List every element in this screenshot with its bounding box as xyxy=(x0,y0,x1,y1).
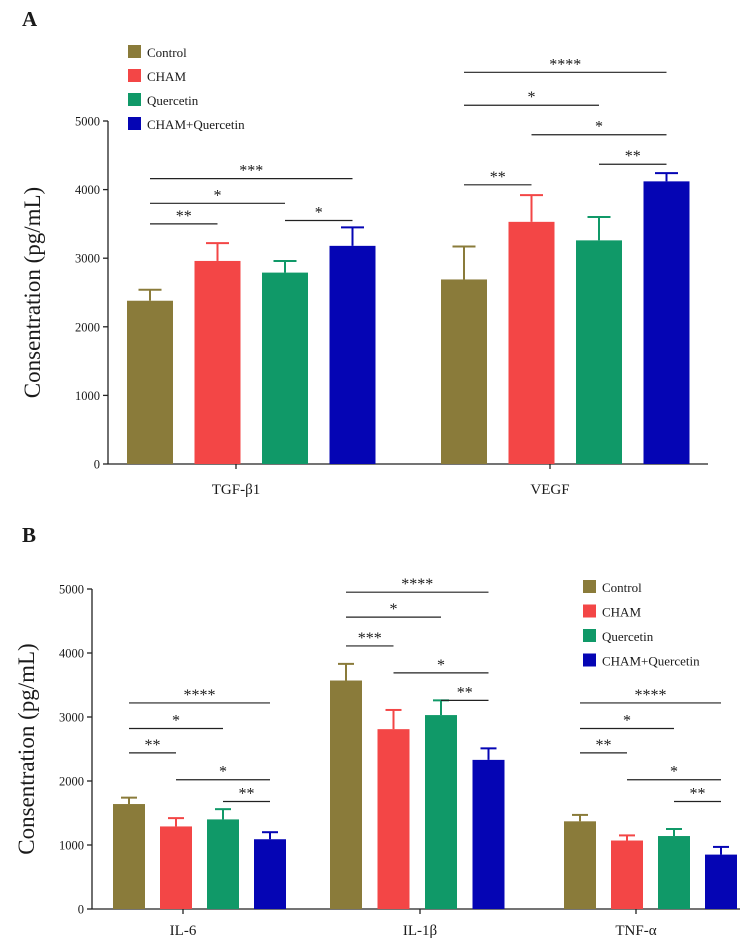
panel-b-significance-label: ** xyxy=(239,785,255,802)
panel-b-significance-label: * xyxy=(219,764,227,781)
panel-b-bar-tnf-alpha-quercetin xyxy=(658,836,690,909)
panel-a-bar-tgf-beta1-quercetin xyxy=(262,272,308,464)
panel-b-y-tick-label: 1000 xyxy=(59,839,84,853)
panel-a-y-tick-label: 2000 xyxy=(75,320,100,334)
panel-a-legend-swatch-control xyxy=(128,45,141,58)
panel-b-bar-il-1beta-cham-plus-quercetin xyxy=(472,759,505,909)
panel-a-significance-label: *** xyxy=(239,163,263,180)
panel-b-y-tick-label: 3000 xyxy=(59,711,84,725)
panel-b-significance-label: ** xyxy=(145,737,161,754)
panel-a-significance-label: * xyxy=(595,119,603,136)
panel-a: A Consentration (pg/mL) 0 1000 2000 3000 4000 5… xyxy=(20,7,708,498)
panel-b-x-tick-label-il-1beta: IL-1β xyxy=(403,923,437,939)
panel-b-significance-label: ** xyxy=(457,684,473,701)
panel-b-significance-label: **** xyxy=(184,687,216,704)
panel-b-bar-il-6-control xyxy=(113,804,145,909)
panel-a-y-tick-label: 1000 xyxy=(75,389,100,403)
panel-a-x-tick-label-vegf: VEGF xyxy=(530,482,569,498)
panel-b-significance-label: * xyxy=(437,657,445,674)
panel-a-x-tick-label-tgf-beta1: TGF-β1 xyxy=(212,482,260,498)
panel-a-significance-label: ** xyxy=(176,208,192,225)
panel-a-significance-label: ** xyxy=(490,169,506,186)
panel-a-legend-label-cham: CHAM xyxy=(147,69,186,84)
panel-b-bar-tnf-alpha-cham xyxy=(611,840,643,909)
panel-a-significance-label: ** xyxy=(625,148,641,165)
panel-a-y-axis-label: Consentration (pg/mL) xyxy=(20,187,45,398)
panel-b-significance-label: *** xyxy=(358,630,382,647)
panel-b-legend-swatch-control xyxy=(583,580,596,593)
panel-b-y-tick-label: 2000 xyxy=(59,775,84,789)
panel-b-legend-label-control: Control xyxy=(602,580,642,595)
panel-b: B Consentration (pg/mL) 0 1000 2000 3000 4000 5… xyxy=(14,523,740,939)
panel-b-legend-label-quercetin: Quercetin xyxy=(602,629,654,644)
panel-a-significance-label: * xyxy=(214,187,222,204)
panel-b-x-tick-label-il-6: IL-6 xyxy=(170,923,197,939)
panel-a-significance-label: * xyxy=(528,89,536,106)
panel-b-bar-tnf-alpha-control xyxy=(564,821,596,909)
panel-b-bar-tnf-alpha-cham-plus-quercetin xyxy=(705,854,737,909)
panel-a-y-tick-label: 5000 xyxy=(75,115,100,129)
panel-b-y-axis-label: Consentration (pg/mL) xyxy=(14,643,39,854)
panel-b-significance-label: * xyxy=(390,601,398,618)
panel-b-bar-il-6-cham-plus-quercetin xyxy=(254,839,286,909)
panel-a-bar-vegf-cham xyxy=(508,221,555,464)
panel-b-legend-swatch-cham xyxy=(583,604,596,618)
panel-a-legend-label-control: Control xyxy=(147,45,187,60)
panel-b-legend-label-cham: CHAM xyxy=(602,605,641,620)
panel-a-bar-tgf-beta1-cham xyxy=(194,260,241,464)
panel-a-legend-swatch-cham xyxy=(128,69,141,82)
panel-b-bar-il-1beta-cham xyxy=(377,729,410,909)
panel-b-y-tick-label: 5000 xyxy=(59,583,84,597)
panel-b-x-tick-label-tnf-alpha: TNF-α xyxy=(615,923,656,939)
panel-b-significance-label: **** xyxy=(635,687,667,704)
panel-a-y-tick-label: 4000 xyxy=(75,183,100,197)
panel-a-letter: A xyxy=(22,7,38,31)
panel-a-bar-tgf-beta1-control xyxy=(127,300,173,464)
panel-b-significance-label: ** xyxy=(596,737,612,754)
panel-a-significance-label: **** xyxy=(549,56,581,73)
panel-b-significance-label: ** xyxy=(690,785,706,802)
panel-b-bar-il-6-cham xyxy=(160,826,192,909)
panel-b-significance-label: * xyxy=(623,713,631,730)
panel-b-significance-label: * xyxy=(172,713,180,730)
panel-a-significance-label: * xyxy=(315,204,323,221)
panel-a-legend-label-cham-plus-quercetin: CHAM+Quercetin xyxy=(147,117,245,132)
panel-a-y-tick-label: 0 xyxy=(94,458,100,472)
panel-b-bar-il-6-quercetin xyxy=(207,819,239,909)
panel-b-legend-swatch-cham-plus-quercetin xyxy=(583,653,596,667)
panel-b-y-tick-label: 4000 xyxy=(59,647,84,661)
panel-b-legend-swatch-quercetin xyxy=(583,629,596,642)
panel-b-y-tick-label: 0 xyxy=(78,903,84,917)
panel-a-bar-vegf-control xyxy=(441,279,487,464)
panel-b-legend-label-cham-plus-quercetin: CHAM+Quercetin xyxy=(602,654,700,669)
panel-b-significance-label: **** xyxy=(401,576,433,593)
panel-a-legend-swatch-quercetin xyxy=(128,93,141,106)
panel-a-bar-vegf-quercetin xyxy=(576,240,622,464)
panel-a-legend-swatch-cham-plus-quercetin xyxy=(128,117,141,130)
panel-b-letter: B xyxy=(22,523,36,547)
panel-b-significance-label: * xyxy=(670,764,678,781)
panel-a-bar-tgf-beta1-cham-plus-quercetin xyxy=(329,245,376,464)
panel-b-bar-il-1beta-quercetin xyxy=(425,715,457,909)
panel-a-y-tick-label: 3000 xyxy=(75,252,100,266)
panel-a-bar-vegf-cham-plus-quercetin xyxy=(643,181,690,465)
panel-a-legend-label-quercetin: Quercetin xyxy=(147,93,199,108)
panel-b-bar-il-1beta-control xyxy=(330,680,362,909)
